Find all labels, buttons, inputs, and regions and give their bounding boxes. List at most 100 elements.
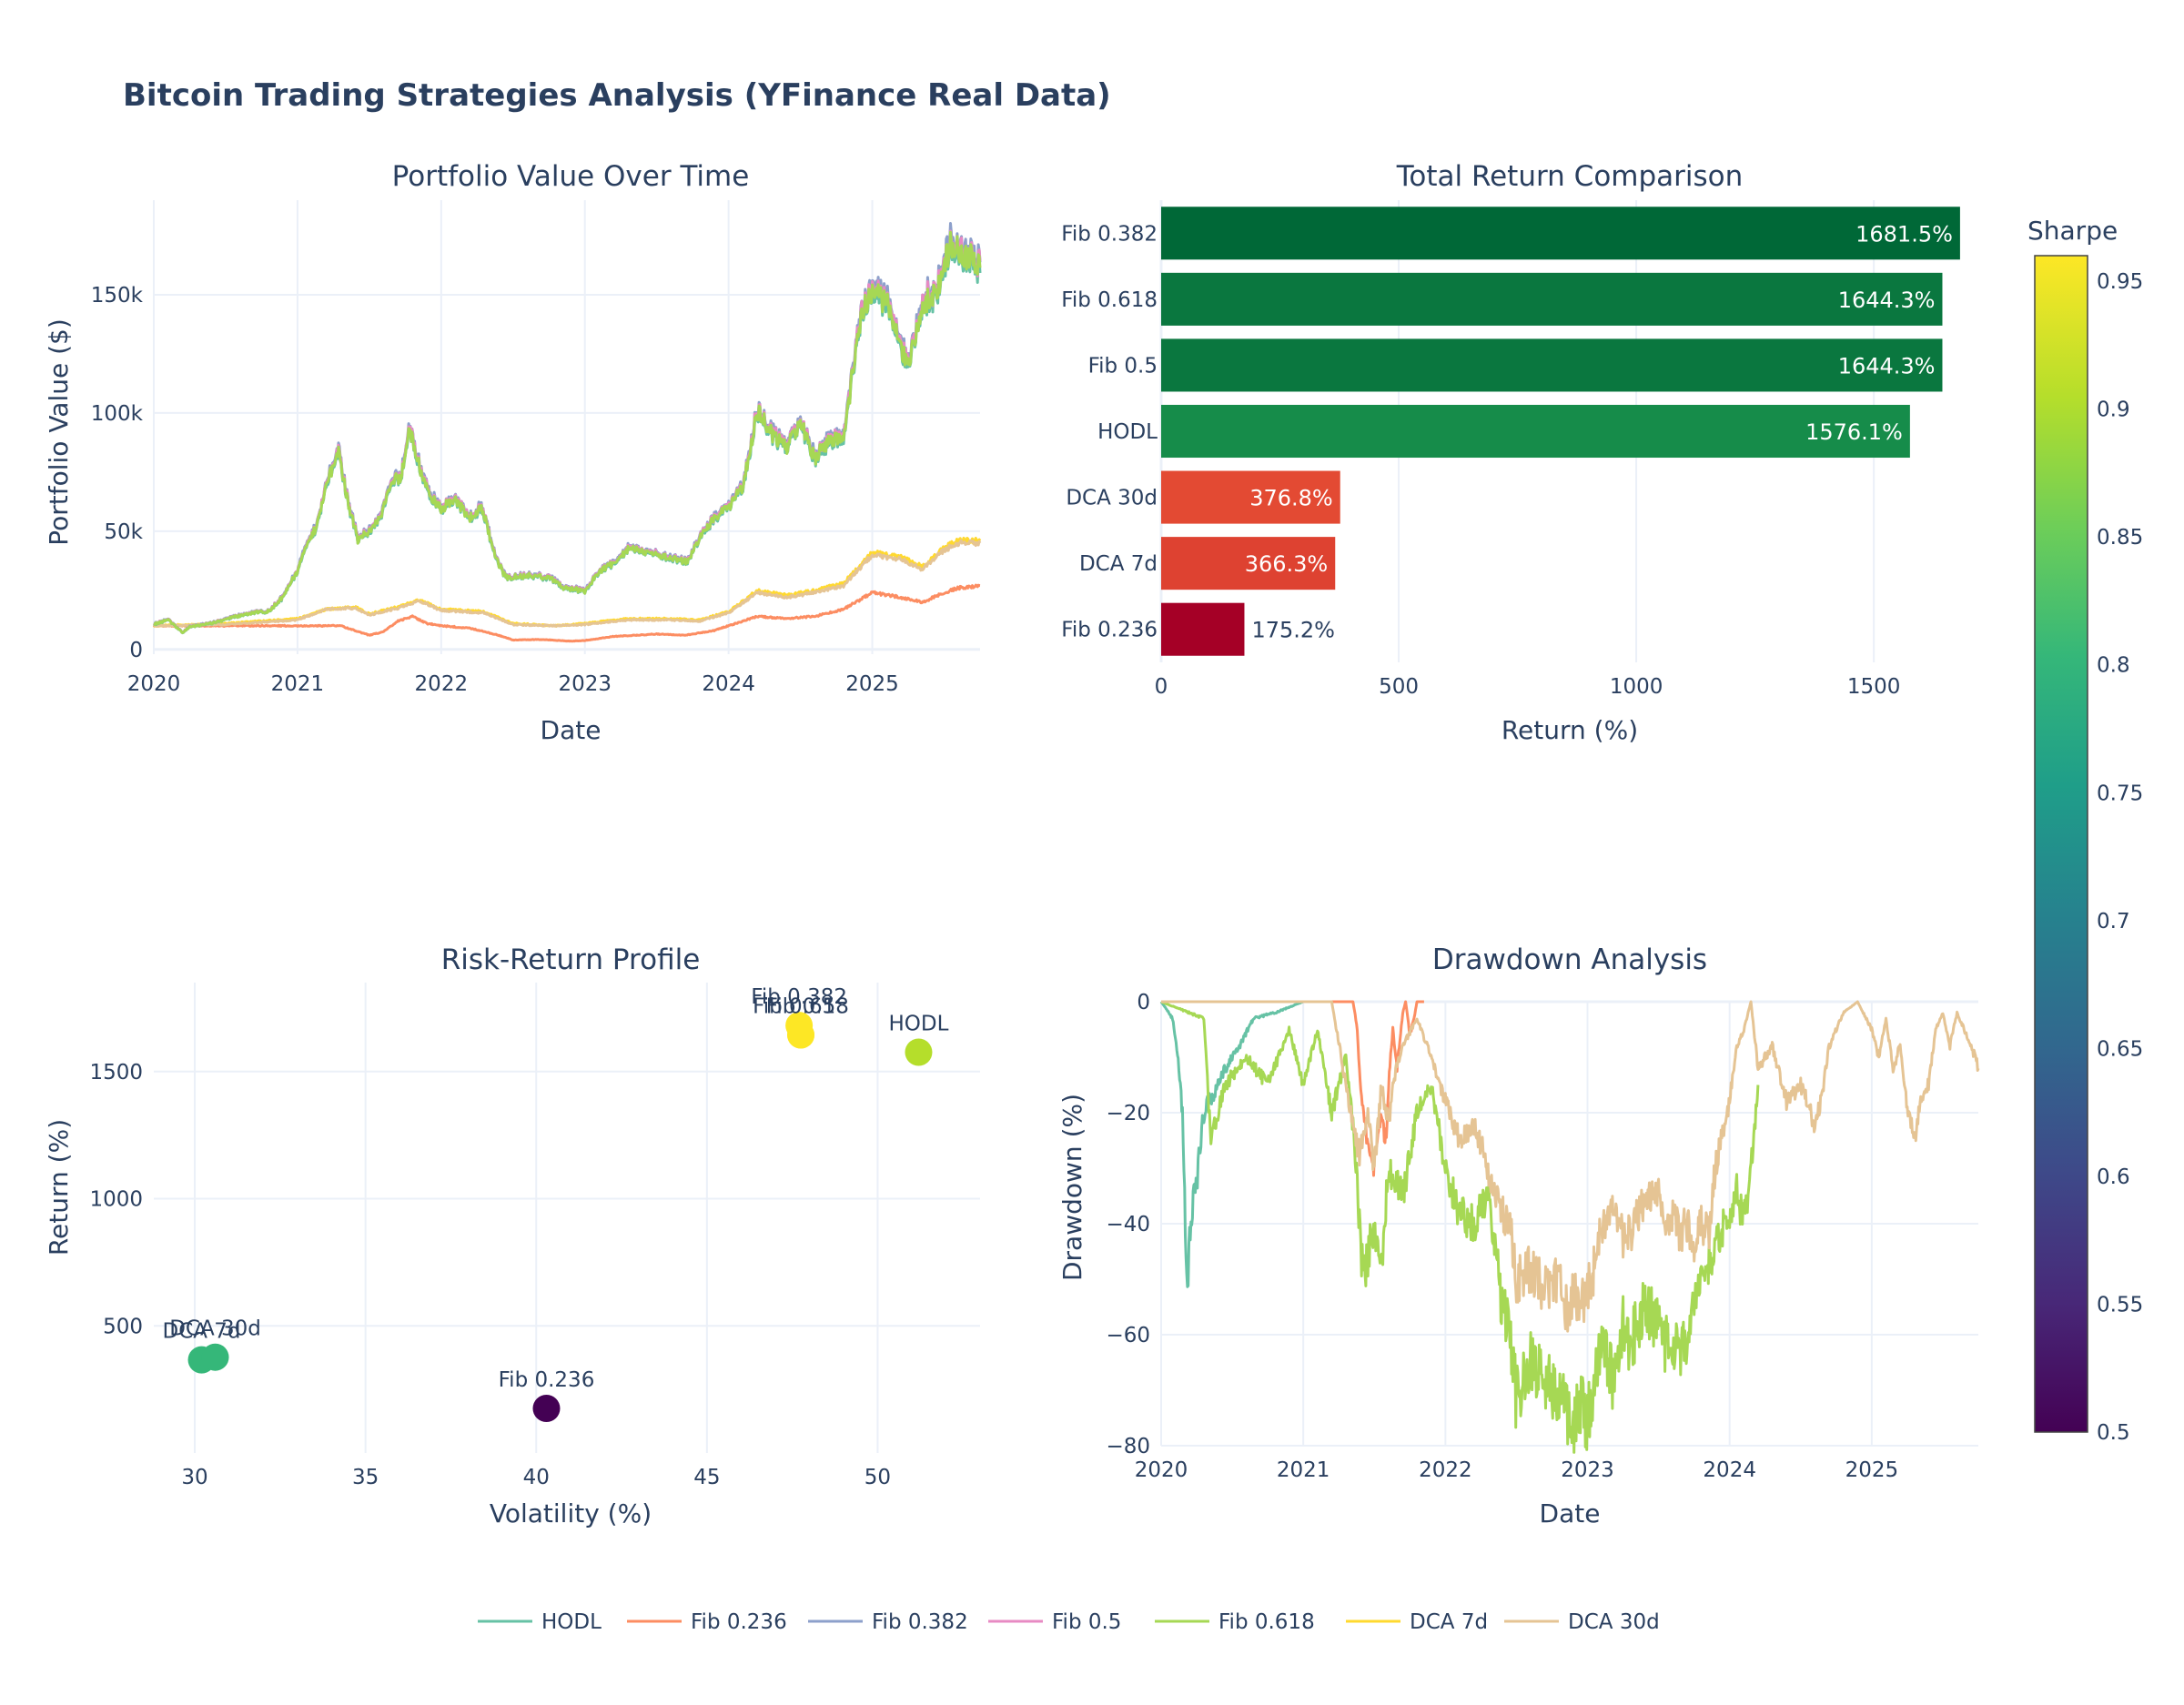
x-tick-label: 40 (523, 1466, 550, 1489)
x-tick-label: 2023 (1561, 1458, 1614, 1482)
risk-point-label: Fib 0.618 (753, 994, 849, 1018)
x-tick-label: 35 (352, 1466, 379, 1489)
colorbar-ticks: 0.5 0.55 0.6 0.65 0.7 0.75 0.8 0.85 0.9 0.95 (2097, 270, 2143, 1445)
risk-point-label: HODL (888, 1013, 948, 1036)
risk-point-label: DCA 30d (169, 1317, 261, 1341)
risk-return-ticks: 30 35 40 45 50 500 1000 1500 (89, 1061, 891, 1489)
returns-x-axis-title: Return (%) (1502, 715, 1638, 745)
colorbar-tick-label: 0.9 (2097, 399, 2130, 422)
y-tick-label: HODL (1097, 420, 1158, 444)
drawdown-gridlines (1161, 1002, 1978, 1446)
y-tick-label: Fib 0.236 (1061, 619, 1158, 642)
portfolio-title: Portfolio Value Over Time (392, 160, 750, 193)
y-tick-label: 0 (129, 639, 143, 662)
legend-label-fib-0-382: Fib 0.382 (872, 1610, 968, 1634)
drawdown-y-axis-title: Drawdown (%) (1057, 1094, 1087, 1281)
risk-point-fib-0-236 (532, 1395, 560, 1422)
main-title: Bitcoin Trading Strategies Analysis (YFi… (123, 77, 1111, 114)
return-bar-fib-0-618 (1161, 273, 1942, 326)
x-tick-label: 45 (693, 1466, 720, 1489)
y-tick-label: DCA 30d (1066, 487, 1158, 510)
risk-point-dca-30d (202, 1344, 229, 1371)
portfolio-line-dca-30d (154, 540, 980, 626)
colorbar-tick-label: 0.65 (2097, 1037, 2143, 1061)
y-tick-label: Fib 0.5 (1088, 354, 1158, 378)
bar-value-label: 1681.5% (1855, 221, 1953, 247)
x-tick-label: 50 (864, 1466, 891, 1489)
bar-value-label: 376.8% (1249, 486, 1333, 511)
return-bar-fib-0-382 (1161, 207, 1960, 259)
y-tick-label: Fib 0.618 (1061, 288, 1158, 312)
legend-label-dca-7d: DCA 7d (1410, 1610, 1488, 1634)
y-tick-label: DCA 7d (1079, 552, 1158, 576)
x-tick-label: 1000 (1610, 675, 1663, 699)
returns-subplot: Total Return Comparison 1681.5% 1644.3% 16… (1061, 160, 1960, 745)
return-bar-hodl (1161, 405, 1910, 458)
y-tick-label: −60 (1106, 1324, 1150, 1347)
return-bar-fib-0-5 (1161, 338, 1942, 391)
drawdown-line-dca-30d (1161, 1002, 1978, 1331)
legend-label-fib-0-5: Fib 0.5 (1052, 1610, 1121, 1634)
x-tick-label: 0 (1155, 675, 1168, 699)
bar-value-label: 175.2% (1251, 618, 1335, 643)
risk-return-title: Risk-Return Profile (441, 943, 701, 976)
x-tick-label: 500 (1379, 675, 1419, 699)
legend-label-fib-0-618: Fib 0.618 (1218, 1610, 1315, 1634)
drawdown-subplot: Drawdown Analysis 2020 2021 2022 2023 2024 20… (1057, 943, 1978, 1528)
colorbar-tick-label: 0.7 (2097, 910, 2130, 933)
x-tick-label: 2020 (1135, 1458, 1188, 1482)
x-tick-label: 2023 (558, 672, 612, 696)
colorbar-tick-label: 0.6 (2097, 1165, 2130, 1189)
risk-point-fib-0-618 (787, 1021, 814, 1048)
risk-point-hodl (905, 1039, 932, 1066)
colorbar-tick-label: 0.85 (2097, 526, 2143, 550)
portfolio-line-dca-7d (154, 538, 980, 626)
x-tick-label: 2020 (127, 672, 181, 696)
y-tick-label: 0 (1137, 991, 1150, 1014)
legend-label-fib-0-236: Fib 0.236 (691, 1610, 787, 1634)
colorbar-tick-label: 0.75 (2097, 782, 2143, 805)
y-tick-label: 500 (103, 1315, 143, 1338)
returns-title: Total Return Comparison (1396, 160, 1744, 193)
drawdown-title: Drawdown Analysis (1432, 943, 1707, 976)
y-tick-label: 50k (104, 520, 143, 544)
x-tick-label: 30 (181, 1466, 207, 1489)
drawdown-lines (1161, 1002, 1978, 1452)
drawdown-x-axis-title: Date (1540, 1498, 1601, 1528)
risk-return-y-axis-title: Return (%) (44, 1119, 74, 1256)
x-tick-label: 2021 (1277, 1458, 1330, 1482)
y-tick-label: −20 (1106, 1102, 1150, 1125)
legend: HODL Fib 0.236 Fib 0.382 Fib 0.5 Fib 0.618 DC… (478, 1610, 1660, 1634)
legend-label-hodl: HODL (541, 1610, 602, 1634)
y-tick-label: 1000 (89, 1188, 143, 1212)
colorbar-title: Sharpe (2027, 216, 2118, 246)
x-tick-label: 2021 (271, 672, 325, 696)
x-tick-label: 2022 (415, 672, 469, 696)
risk-point-label: Fib 0.236 (499, 1368, 595, 1392)
y-tick-label: 100k (91, 402, 144, 426)
return-bar-fib-0-236 (1161, 603, 1244, 656)
y-tick-label: −40 (1106, 1213, 1150, 1236)
returns-bars: 1681.5%1644.3%1644.3%1576.1%376.8%366.3%… (1161, 207, 1960, 655)
colorbar-tick-label: 0.8 (2097, 654, 2130, 678)
x-tick-label: 2024 (1703, 1458, 1756, 1482)
y-tick-label: 1500 (89, 1061, 143, 1085)
bar-value-label: 1644.3% (1838, 288, 1936, 313)
bar-value-label: 366.3% (1245, 551, 1329, 577)
y-tick-label: Fib 0.382 (1061, 222, 1158, 246)
colorbar-gradient (2035, 256, 2088, 1432)
y-tick-label: −80 (1106, 1435, 1150, 1458)
bar-value-label: 1644.3% (1838, 353, 1936, 378)
x-tick-label: 2025 (1845, 1458, 1899, 1482)
risk-return-x-axis-title: Volatility (%) (490, 1498, 652, 1528)
x-tick-label: 2022 (1419, 1458, 1472, 1482)
y-tick-label: 150k (91, 284, 144, 308)
colorbar-tick-label: 0.5 (2097, 1421, 2130, 1445)
x-tick-label: 2025 (845, 672, 899, 696)
portfolio-subplot: Portfolio Value Over Time 2020 2021 2022 20… (44, 160, 980, 745)
portfolio-line-fib-0-236 (154, 585, 980, 641)
sharpe-colorbar: Sharpe 0.50.550.60.650.70.750.80.850.90.… (2027, 216, 2143, 1445)
